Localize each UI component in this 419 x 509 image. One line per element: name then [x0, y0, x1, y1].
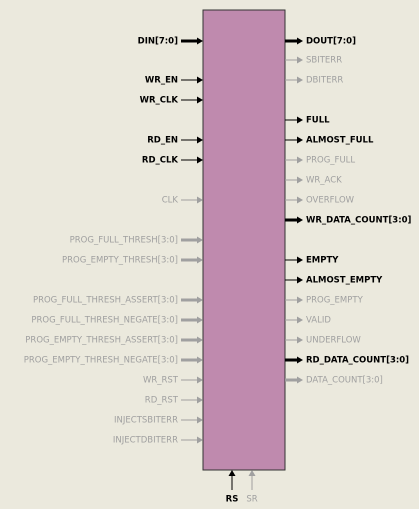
- pin-label: PROG_FULL_THRESH[3:0]: [70, 236, 178, 246]
- pin-arrow: [197, 416, 203, 424]
- pin-arrow: [297, 336, 303, 344]
- pin-label: WR_CLK: [140, 96, 179, 106]
- pin-label: ALMOST_EMPTY: [306, 276, 383, 286]
- fifo-block: [202, 9, 286, 471]
- pin-arrow: [297, 276, 303, 284]
- pin-arrow: [297, 296, 303, 304]
- pin-label: DATA_COUNT[3:0]: [306, 376, 383, 386]
- pin-label: PROG_FULL_THRESH_NEGATE[3:0]: [31, 316, 178, 326]
- pin-label: RD_RST: [145, 396, 179, 406]
- pin-arrow: [297, 136, 303, 144]
- pin-arrow: [248, 470, 256, 476]
- pin-label: WR_DATA_COUNT[3:0]: [306, 216, 412, 226]
- pin-arrow: [297, 156, 303, 164]
- pin-label: SBITERR: [306, 56, 342, 66]
- pin-label: CLK: [162, 196, 179, 206]
- pin-label: PROG_EMPTY_THRESH_NEGATE[3:0]: [24, 356, 178, 366]
- pin-label: PROG_EMPTY_THRESH[3:0]: [62, 256, 178, 266]
- pin-arrow: [197, 236, 203, 244]
- pin-arrow: [197, 436, 203, 444]
- pin-arrow: [297, 116, 303, 124]
- pin-label: OVERFLOW: [306, 196, 355, 206]
- pin-arrow: [197, 356, 203, 364]
- pin-arrow: [197, 96, 203, 104]
- pin-label: DBITERR: [306, 76, 343, 86]
- pin-label: RS: [226, 495, 239, 505]
- pin-arrow: [297, 356, 303, 364]
- pin-arrow: [197, 376, 203, 384]
- pin-label: PROG_EMPTY_THRESH_ASSERT[3:0]: [25, 336, 178, 346]
- pin-arrow: [297, 37, 303, 45]
- pin-label: SR: [246, 495, 257, 505]
- pin-label: WR_ACK: [306, 176, 342, 186]
- pin-arrow: [197, 256, 203, 264]
- pin-arrow: [297, 216, 303, 224]
- pin-arrow: [297, 376, 303, 384]
- pin-label: WR_EN: [145, 76, 178, 86]
- pin-arrow: [297, 56, 303, 64]
- pin-label: UNDERFLOW: [306, 336, 361, 346]
- pin-label: RD_EN: [147, 136, 178, 146]
- pin-label: ALMOST_FULL: [306, 136, 374, 146]
- pin-label: PROG_FULL_THRESH_ASSERT[3:0]: [33, 296, 178, 306]
- pin-arrow: [197, 296, 203, 304]
- pin-arrow: [197, 336, 203, 344]
- pin-arrow: [228, 470, 236, 476]
- pin-label: PROG_FULL: [306, 156, 355, 166]
- pin-label: RD_DATA_COUNT[3:0]: [306, 356, 409, 366]
- pin-label: DIN[7:0]: [138, 37, 178, 47]
- pin-arrow: [197, 76, 203, 84]
- pin-arrow: [197, 37, 203, 45]
- pin-arrow: [297, 316, 303, 324]
- pin-label: EMPTY: [306, 256, 339, 266]
- pin-arrow: [197, 396, 203, 404]
- pin-label: RD_CLK: [142, 156, 179, 166]
- pin-arrow: [197, 316, 203, 324]
- pin-arrow: [197, 136, 203, 144]
- pin-label: DOUT[7:0]: [306, 37, 356, 47]
- pin-label: INJECTSBITERR: [114, 416, 178, 426]
- pin-label: PROG_EMPTY: [306, 296, 364, 306]
- pin-arrow: [297, 76, 303, 84]
- pin-arrow: [297, 196, 303, 204]
- pin-label: WR_RST: [143, 376, 179, 386]
- pin-arrow: [197, 156, 203, 164]
- pin-label: INJECTDBITERR: [113, 436, 178, 446]
- pin-arrow: [297, 176, 303, 184]
- pin-label: FULL: [306, 116, 330, 126]
- pin-label: VALID: [306, 316, 331, 326]
- pin-arrow: [197, 196, 203, 204]
- pin-arrow: [297, 256, 303, 264]
